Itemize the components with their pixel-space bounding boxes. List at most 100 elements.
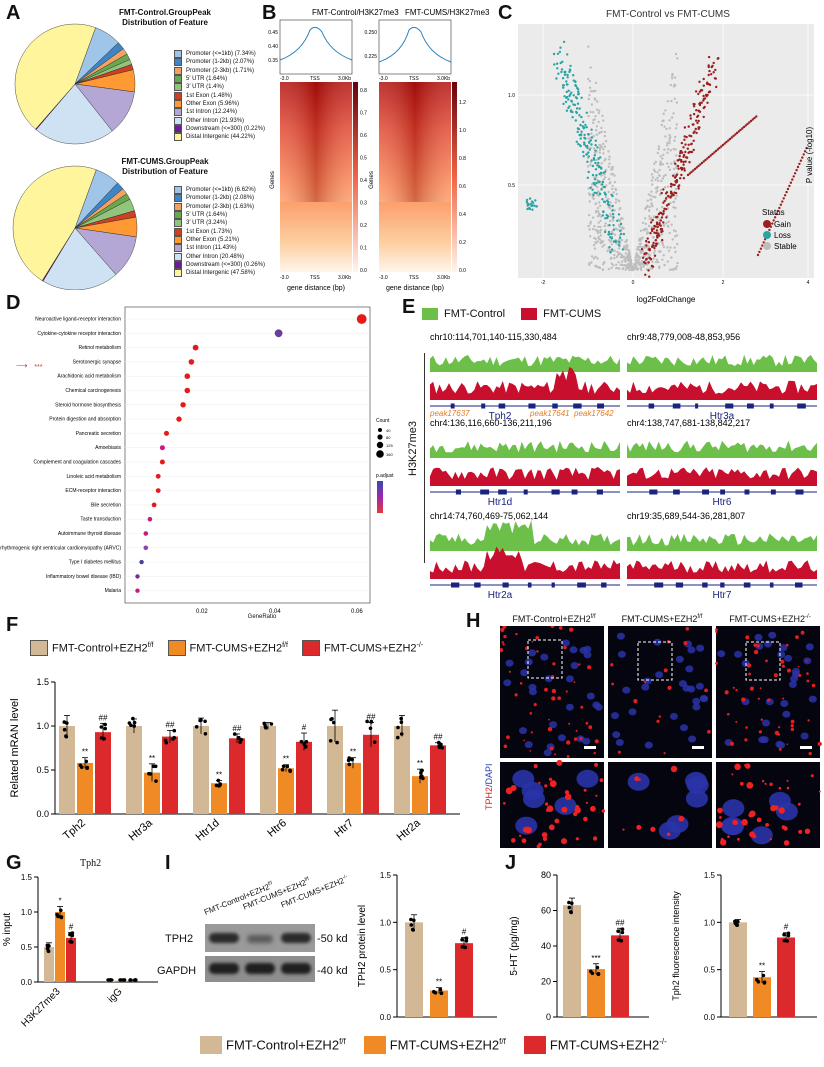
exon-0-0 — [450, 403, 455, 409]
point-stable — [645, 228, 649, 231]
tph2-dot-2-39 — [790, 727, 795, 732]
g-pt-1-1-4 — [119, 978, 123, 982]
f-pt-5-2-2 — [437, 744, 442, 749]
point-gain — [691, 123, 694, 126]
point-stable — [673, 215, 677, 218]
track-cums-2 — [430, 466, 620, 486]
point-stable — [634, 259, 637, 262]
tph2-dot-0-44 — [566, 755, 570, 758]
f-pt-4-1-3 — [346, 758, 351, 763]
point-gain — [680, 141, 684, 145]
f-pt-0-2-1 — [102, 736, 106, 741]
f-pt-4-2-0 — [365, 719, 369, 724]
point-loss — [607, 233, 610, 236]
exon-0-2 — [498, 403, 506, 409]
f-cat-1: Htr3a — [127, 817, 156, 844]
pie2-legend-item-1: Promoter (1-2kb) (2.08%) — [174, 194, 265, 203]
g-ytick-label-2: 0.5 — [21, 943, 33, 952]
point-gain — [713, 77, 717, 80]
point-stable — [641, 236, 644, 239]
point-loss — [586, 146, 589, 150]
point-gain — [805, 146, 808, 150]
point-gain — [652, 227, 655, 230]
point-stable — [597, 225, 600, 228]
point-loss — [598, 165, 601, 168]
point-gain — [793, 172, 797, 175]
point-loss — [594, 168, 598, 171]
point-stable — [624, 268, 627, 271]
point-stable — [641, 221, 645, 225]
point-gain — [699, 101, 702, 105]
zoom-tph2-0-26 — [554, 818, 560, 824]
f-sig-3-2: # — [302, 723, 307, 732]
point-stable — [651, 176, 655, 179]
point-gain — [792, 175, 795, 178]
f-bar-3-2 — [296, 741, 312, 814]
i-bar-0-1 — [430, 990, 448, 1017]
point-gain — [749, 119, 753, 123]
point-stable — [650, 203, 654, 206]
tph2-dot-2-35 — [800, 630, 805, 635]
point-loss — [580, 96, 583, 100]
f-pt-0-2-4 — [103, 722, 107, 727]
point-loss — [569, 64, 572, 68]
zoom-tph2-2-34 — [810, 774, 814, 778]
point-stable — [597, 235, 600, 238]
pie2-legend-item-10: Distal Intergenic (47.58%) — [174, 269, 265, 278]
g-ytick-label-3: 0.0 — [21, 978, 33, 987]
point-stable — [667, 165, 670, 169]
heatmap1-title: FMT-Control/H3K27me3 — [312, 8, 399, 17]
point-gain — [697, 92, 700, 96]
track-cums-5 — [627, 560, 817, 579]
point-stable — [611, 165, 614, 169]
colorbar1 — [353, 82, 358, 272]
i-pt-0-1-4 — [433, 991, 438, 995]
point-gain — [746, 122, 749, 126]
point-gain — [692, 169, 695, 172]
nucleus-0-25 — [520, 669, 529, 677]
peak-label-1: peak17641 — [529, 409, 570, 418]
dot-10 — [159, 459, 165, 465]
exon-2-5 — [571, 489, 578, 495]
exon-3-3 — [720, 489, 725, 495]
nucleus-0-19 — [557, 734, 566, 742]
point-stable — [639, 256, 642, 259]
point-stable — [596, 231, 599, 235]
point-gain — [771, 222, 774, 225]
point-stable — [604, 222, 607, 225]
point-loss — [574, 80, 577, 84]
tph2-dot-1-2 — [667, 685, 672, 690]
point-stable — [592, 257, 596, 260]
point-gain — [756, 253, 760, 257]
point-gain — [692, 148, 695, 152]
f-sig-1-1: ** — [149, 754, 155, 763]
volcano-xtick-2: 2 — [722, 280, 725, 286]
zoom-nucleus-1-5 — [666, 815, 689, 834]
point-stable — [650, 179, 654, 182]
tph2-dot-2-5 — [807, 719, 810, 722]
point-stable — [655, 258, 659, 261]
point-stable — [643, 254, 647, 257]
point-stable — [607, 238, 611, 242]
zoom-tph2-2-11 — [786, 786, 790, 790]
point-stable — [669, 201, 672, 205]
point-loss — [622, 232, 626, 236]
volcano-ytick-1: 0.5 — [508, 183, 515, 189]
point-stable — [646, 263, 649, 266]
region-0: chr10:114,701,140-115,330,484 — [430, 332, 557, 342]
point-loss — [576, 102, 580, 105]
point-gain — [714, 68, 717, 72]
panel-label-b: B — [262, 2, 277, 24]
point-gain — [717, 57, 720, 60]
point-loss — [609, 250, 612, 254]
pie1-legend-item-7: 1st Intron (12.24%) — [174, 108, 265, 117]
pie1-legend-item-2: Promoter (2-3kb) (1.71%) — [174, 66, 265, 75]
nucleus-0-2 — [565, 675, 574, 683]
point-stable — [599, 228, 603, 232]
nucleus-2-9 — [784, 654, 793, 662]
f-bar-0-1 — [77, 762, 93, 814]
term-8: Pancreatic secretion — [76, 431, 122, 437]
point-stable — [613, 253, 616, 257]
zoom-tph2-0-5 — [542, 836, 548, 841]
f-cat-4: Htr7 — [332, 817, 356, 840]
